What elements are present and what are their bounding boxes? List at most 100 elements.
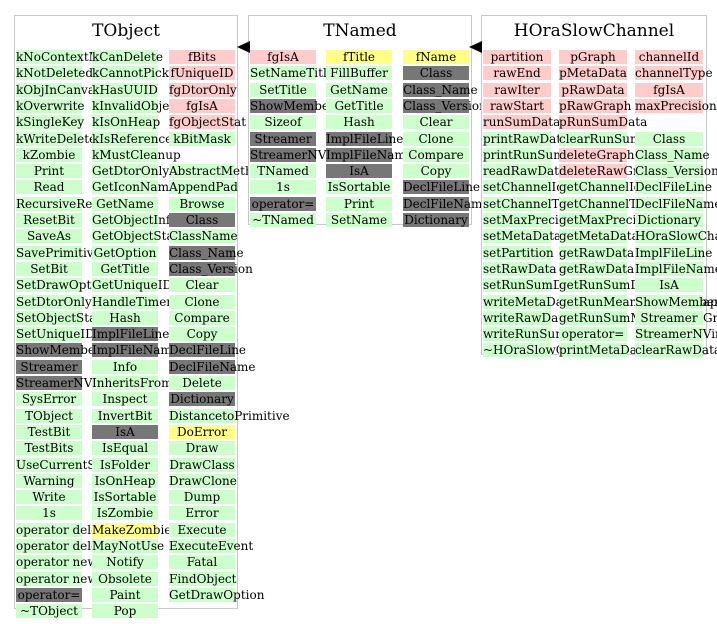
member-entry: Draw (169, 441, 235, 456)
member-entry: Info (92, 359, 158, 374)
member-entry: GetName (92, 196, 158, 211)
member-entry: DrawClone (169, 473, 237, 488)
member-entry: GetTitle (326, 98, 392, 113)
member-entry: ShowMembers (16, 343, 107, 358)
class-box-tobject: TObject kNoContextMenu kNotDeleted kObjInC… (14, 15, 290, 619)
member-entry: writeRunSumData (483, 327, 596, 342)
member-entry: Class_Version (403, 98, 487, 113)
member-entry: InvertBit (92, 408, 158, 423)
member-entry: kCannotPick (92, 66, 170, 81)
member-entry: Class_Name (169, 245, 244, 260)
member-entry: ResetBit (16, 213, 82, 227)
member-entry: fName (403, 50, 469, 64)
member-entry: Read (16, 180, 82, 195)
member-entry: DeclFileName (403, 196, 490, 211)
member-entry: fgObjectStat (169, 115, 247, 130)
member-entry: getChannelType (559, 196, 659, 211)
member-entry: ImplFileLine (92, 327, 170, 342)
member-entry: SetNameTitle (250, 66, 334, 81)
member-entry: writeMetaData (483, 294, 575, 309)
member-entry: InheritsFrom (92, 376, 173, 390)
member-entry: DeclFileLine (635, 180, 713, 195)
member-entry: channelId (635, 50, 703, 64)
member-entry: IsFolder (92, 457, 158, 472)
member-entry: HandleTimer (92, 294, 173, 309)
member-entry: Delete (169, 376, 235, 390)
member-entry: GetTitle (92, 261, 158, 276)
member-entry: pMetaData (559, 66, 627, 81)
member-entry: runSumDataIter (483, 115, 583, 130)
member-entry: writeRawData (483, 310, 571, 325)
member-entry: GetUniqueID (92, 278, 173, 293)
member-entry: ImplFileLine (326, 131, 404, 146)
member-entry: Hash (326, 115, 392, 130)
member-entry: IsZombie (92, 506, 158, 521)
member-entry: DeclFileLine (169, 343, 247, 358)
member-entry: setChannelId (483, 180, 564, 195)
class-box-tnamed: TNamed fgIsA SetNameTitle SetTitle ShowMemb… (248, 15, 490, 227)
member-entry: 1s (250, 180, 316, 195)
member-entry: TNamed (250, 164, 316, 179)
class-title: HOraSlowChannel (513, 21, 675, 41)
member-entry: operator= (16, 587, 82, 602)
member-entry: DeclFileName (169, 359, 256, 374)
member-entry: rawIter (483, 82, 551, 97)
member-entry: printRawData (483, 131, 569, 146)
member-entry (635, 115, 703, 129)
member-entry: deleteRawGraph (559, 164, 662, 179)
member-entry: getMetaData (559, 229, 639, 244)
member-entry: ~TObject (16, 604, 82, 619)
member-entry: pRunSumData (559, 115, 648, 130)
member-entry: Dictionary (169, 392, 235, 407)
member-entry: Class (169, 213, 235, 227)
member-entry: pGraph (559, 50, 627, 64)
member-entry: MayNotUse (92, 539, 165, 553)
member-entry: Class_Name (635, 147, 710, 162)
member-entry: Class (403, 66, 469, 81)
member-entry: SetUniqueID (16, 327, 95, 342)
member-entry: IsA (635, 278, 703, 293)
member-entry: ImplFileName (635, 261, 717, 276)
member-entry: setRunSumData (483, 278, 582, 293)
member-entry: Class (635, 131, 703, 146)
member-entry: DeclFileLine (403, 180, 481, 195)
member-entry: GetOption (92, 245, 158, 260)
class-box-horaslowchannel: HOraSlowChannel partition rawEnd rawIter ra… (481, 15, 717, 358)
member-entry: Browse (169, 196, 235, 211)
member-entry: Streamer (16, 359, 82, 374)
member-entry: readRawData (483, 164, 567, 179)
member-entry: getRunSumData (559, 278, 660, 293)
member-entry: kWriteDelete (16, 131, 97, 146)
member-entry: StreamerNVirtual (250, 147, 360, 162)
member-entry: Class_Name (403, 82, 478, 97)
member-entry: Execute (169, 522, 235, 537)
member-entry: kSingleKey (16, 115, 85, 130)
member-entry: GetObjectStat (92, 229, 179, 244)
member-entry: SetDtorOnly (16, 294, 92, 309)
member-entry: Warning (16, 473, 82, 488)
member-entry: setRawData (483, 261, 557, 276)
member-entry: Notify (92, 555, 158, 570)
member-entry: Class_Version (635, 164, 717, 179)
member-entry: fgDtorOnly (169, 82, 237, 97)
member-entry: Dictionary (403, 213, 469, 227)
member-entry: fTitle (326, 50, 392, 64)
member-entry: partition (483, 50, 551, 64)
member-entry: fUniqueID (169, 66, 235, 81)
member-entry: fgIsA (169, 98, 235, 113)
member-entry: kMustCleanup (92, 147, 181, 162)
member-entry: MakeZombie (92, 522, 172, 537)
member-entry: clearRawData (635, 343, 717, 358)
member-entry: IsSortable (326, 180, 392, 195)
member-entry: Copy (403, 164, 469, 179)
member-entry: Pop (92, 604, 158, 619)
member-entry: ~TNamed (250, 213, 316, 227)
member-entry: IsEqual (92, 441, 158, 456)
member-entry: Paint (92, 587, 158, 602)
member-entry: operator= (250, 196, 316, 211)
member-entry: GetName (326, 82, 392, 97)
member-entry: kIsReferenced (92, 131, 180, 146)
member-entry: kHasUUID (92, 82, 158, 97)
member-entry: DeclFileName (635, 196, 717, 211)
member-entry: FillBuffer (326, 66, 392, 81)
